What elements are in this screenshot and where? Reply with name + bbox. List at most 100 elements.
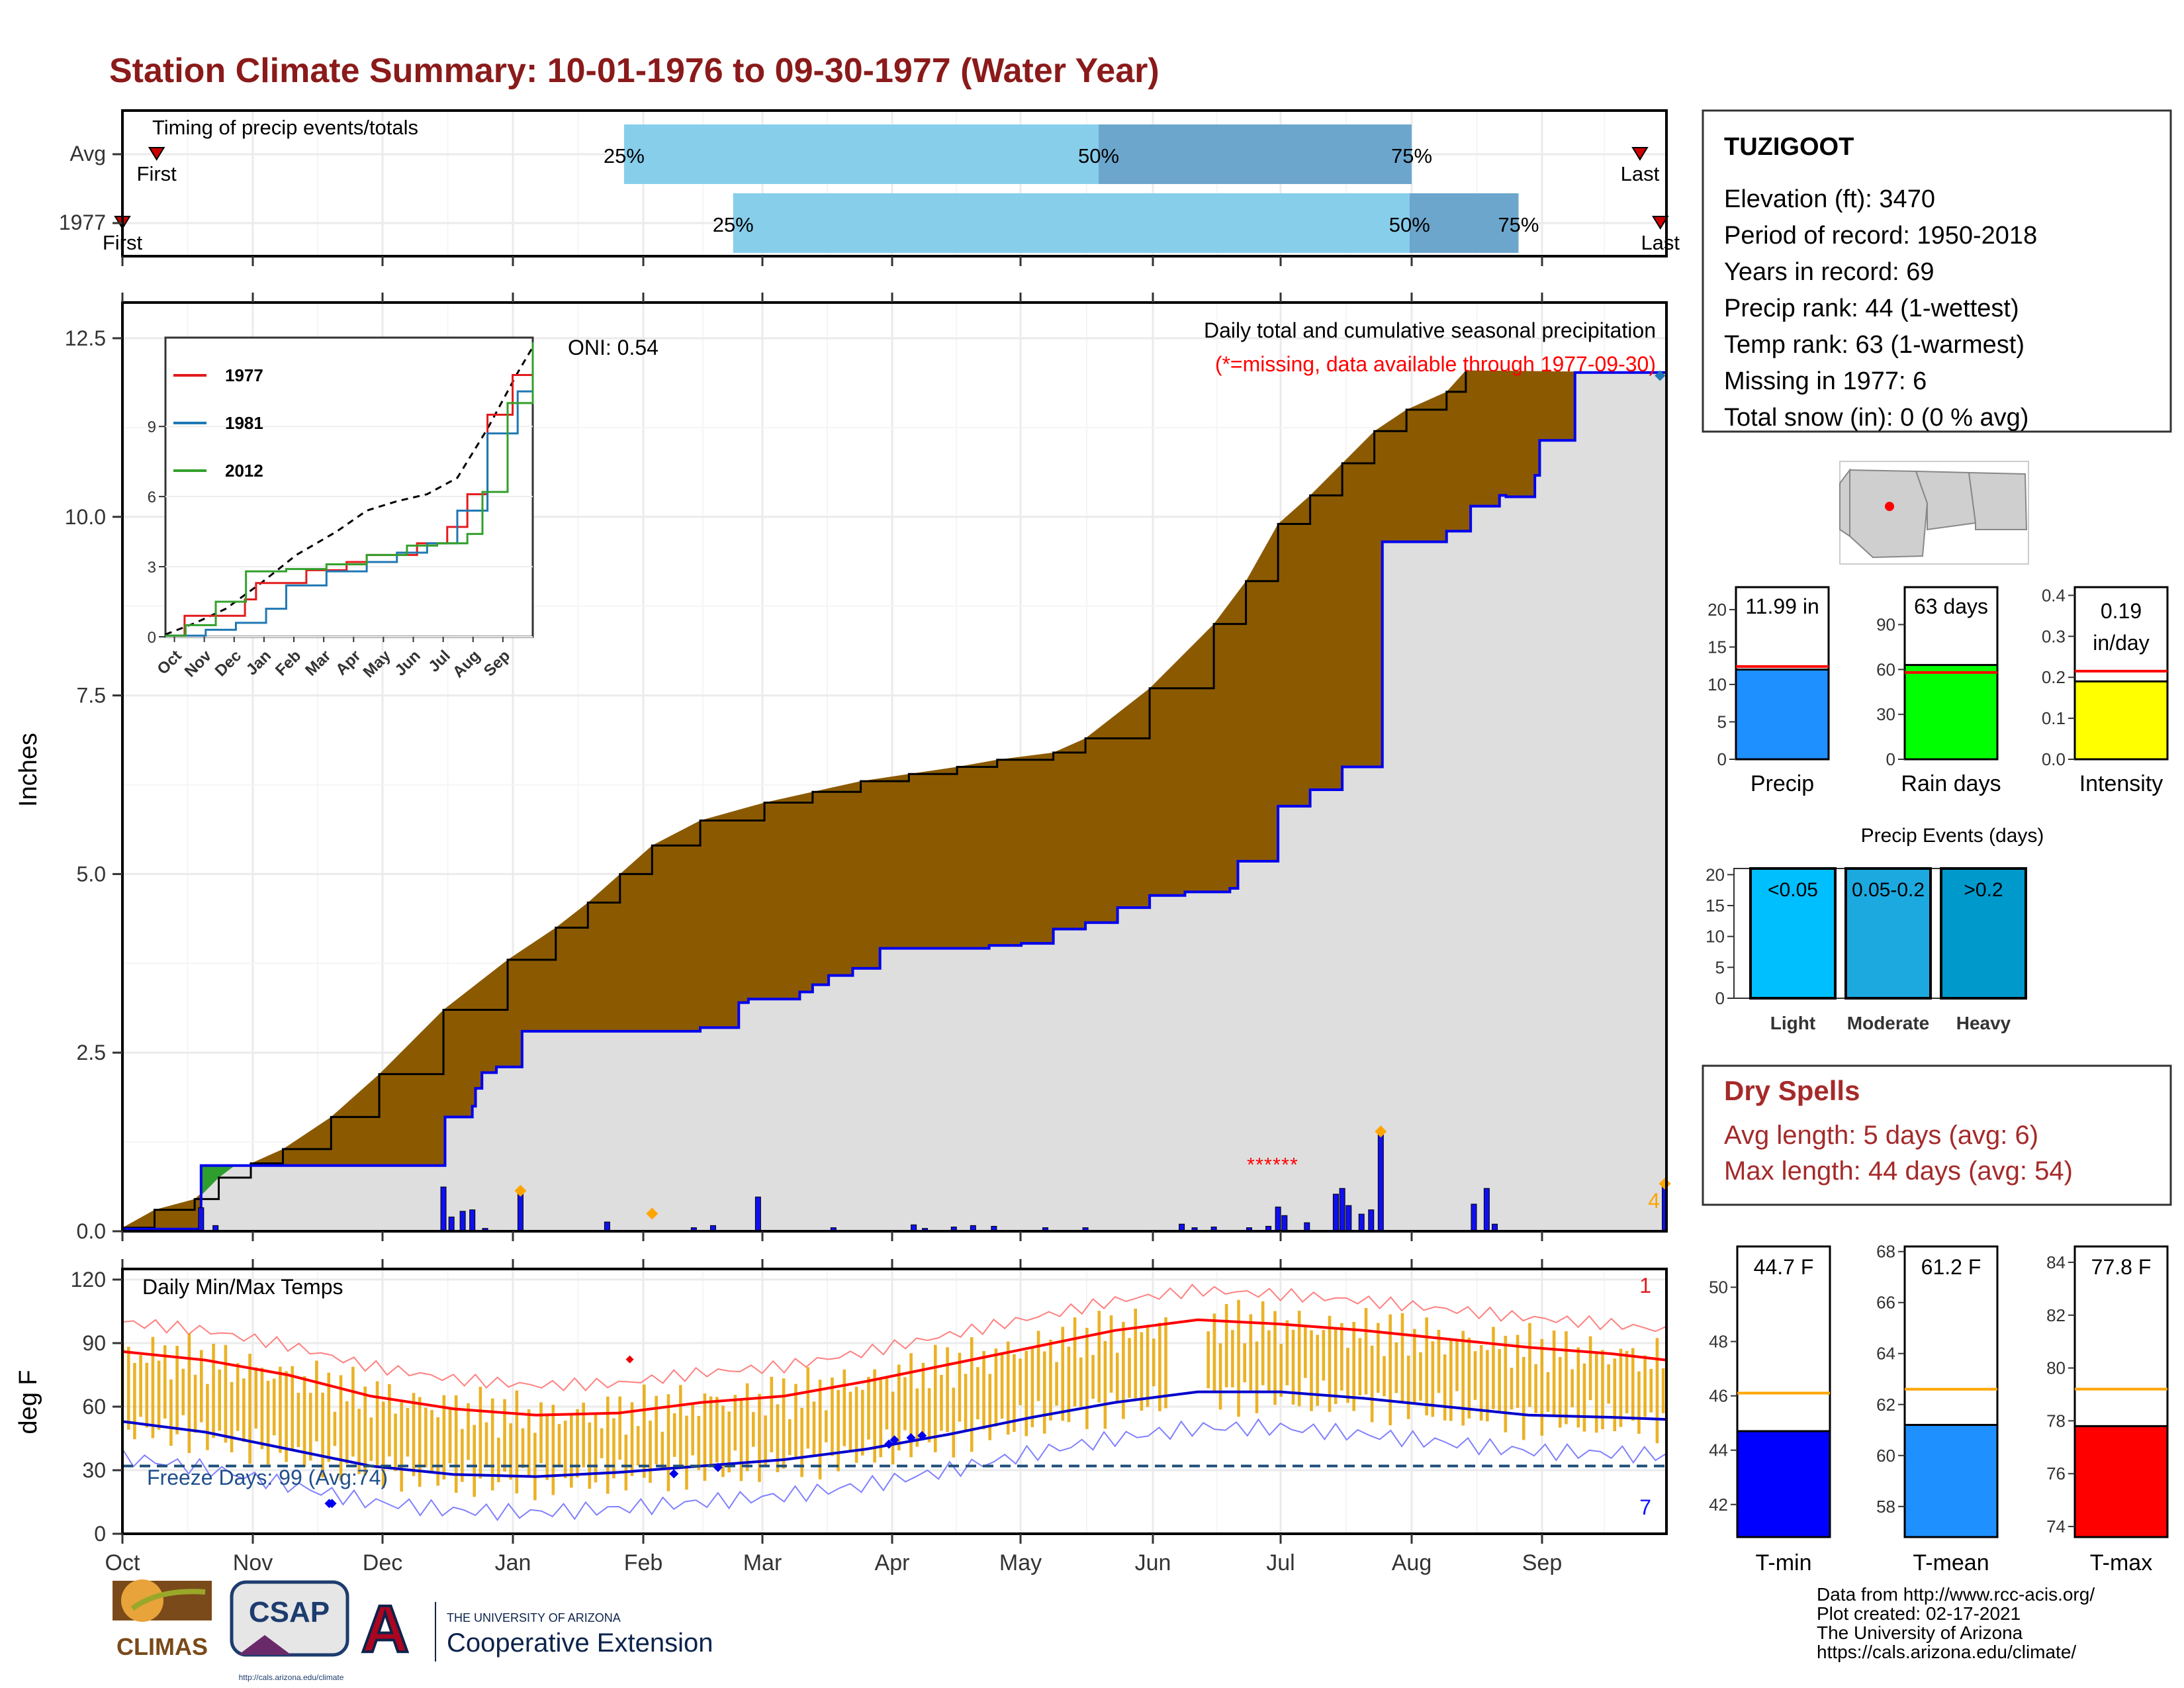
daily-temp-range-bar: [1552, 1331, 1556, 1415]
daily-temp-range-bar: [1128, 1338, 1131, 1398]
daily-temp-range-bar: [1079, 1357, 1083, 1407]
record-high-marker: [625, 1355, 634, 1364]
daily-temp-range-bar: [860, 1389, 864, 1456]
daily-temp-range-bar: [467, 1403, 470, 1460]
summary-bar-Precip: [1735, 668, 1830, 761]
record-low-marker: [669, 1469, 679, 1479]
daily-temp-range-bar: [867, 1376, 870, 1440]
daily-temp-range-bar: [1352, 1321, 1355, 1411]
temp-y-axis-label: deg F: [15, 1370, 42, 1434]
temp-y-tick: 30: [82, 1458, 106, 1482]
inset-y-tick: 6: [148, 489, 156, 506]
daily-precip-bar: [1471, 1203, 1477, 1232]
summary-y-tick: 5: [1717, 712, 1727, 731]
summary-temp-bar-T-mean: [1903, 1424, 1999, 1538]
daily-temp-range-bar: [1565, 1331, 1568, 1425]
daily-temp-range-bar: [521, 1428, 525, 1468]
chart-title: Station Climate Summary: 10-01-1976 to 0…: [109, 52, 1160, 90]
freeze-days-label: Freeze Days: 99 (Avg:74): [147, 1466, 388, 1489]
daily-temp-range-bar: [636, 1426, 640, 1466]
daily-temp-range-bar: [509, 1423, 512, 1480]
daily-temp-range-bar: [527, 1409, 531, 1477]
daily-temp-range-bar: [308, 1393, 312, 1461]
daily-temp-range-bar: [854, 1386, 858, 1463]
daily-precip-bar: [1281, 1215, 1288, 1232]
daily-temp-range-bar: [1255, 1341, 1259, 1413]
dry-spells-title: Dry Spells: [1724, 1075, 1860, 1106]
daily-temp-range-bar: [1467, 1337, 1471, 1419]
daily-temp-range-bar: [666, 1394, 670, 1491]
university-of-arizona-logo: A THE UNIVERSITY OF ARIZONA Cooperative …: [360, 1591, 713, 1667]
timing-label-1977-25: 25%: [713, 213, 754, 236]
daily-temp-range-bar: [473, 1425, 476, 1497]
daily-temp-range-bar: [1231, 1330, 1234, 1387]
daily-temp-range-bar: [285, 1371, 288, 1462]
summary-y-tick: 20: [1707, 600, 1727, 620]
daily-temp-range-bar: [503, 1399, 506, 1472]
record-high-count: 1: [1639, 1274, 1651, 1297]
daily-temp-range-bar: [600, 1428, 604, 1458]
temp-y-tick: 60: [82, 1395, 106, 1419]
ua-line2: Cooperative Extension: [447, 1628, 713, 1658]
events-category-Light: Light: [1770, 1013, 1815, 1033]
daily-temp-range-bar: [1267, 1330, 1271, 1393]
daily-temp-range-bar: [624, 1434, 628, 1491]
daily-temp-range-bar: [369, 1417, 373, 1461]
footer-line-4: https://cals.arizona.edu/climate/: [1817, 1642, 2076, 1662]
daily-temp-range-bar: [1540, 1338, 1544, 1436]
daily-precip-bar: [1368, 1209, 1375, 1232]
summary-temp-y-tick: 42: [1709, 1495, 1728, 1515]
csap-wordmark: CSAP: [249, 1596, 330, 1628]
daily-temp-range-bar: [363, 1386, 367, 1476]
timing-label-Avg-75: 75%: [1391, 144, 1432, 167]
daily-temp-range-bar: [381, 1401, 385, 1489]
daily-temp-range-bar: [672, 1413, 676, 1457]
inset-series-2012: [165, 342, 534, 637]
daily-temp-range-bar: [302, 1376, 306, 1468]
timing-bar-1977-q25-q50: [733, 193, 1410, 253]
daily-temp-range-bar: [1237, 1299, 1240, 1417]
daily-temp-range-bar: [1455, 1339, 1459, 1391]
missing-day-marker: *: [1255, 1154, 1263, 1176]
daily-temp-range-bar: [1249, 1314, 1253, 1391]
daily-temp-range-bar: [1492, 1327, 1495, 1409]
daily-temp-range-bar: [333, 1411, 337, 1446]
daily-temp-range-bar: [818, 1380, 822, 1479]
info-years: Years in record: 69: [1724, 258, 1934, 286]
inset-legend-label-1981: 1981: [225, 413, 263, 433]
summary-value-label-Precip: 11.99 in: [1745, 594, 1819, 618]
record-low-line: [122, 1418, 1667, 1521]
timing-row-avg-label: Avg: [69, 142, 106, 165]
daily-temp-range-bar: [187, 1333, 191, 1454]
summary-y-tick: 60: [1876, 659, 1895, 679]
daily-temp-range-bar: [1449, 1339, 1453, 1421]
precip-y-tick: 0.0: [77, 1219, 106, 1243]
summary-y-tick: 0.3: [2042, 626, 2066, 646]
daily-temp-range-bar: [879, 1380, 883, 1458]
dry-spells-avg: Avg length: 5 days (avg: 6): [1724, 1121, 2038, 1150]
daily-temp-range-bar: [1534, 1364, 1537, 1413]
record-low-marker: [884, 1439, 894, 1449]
daily-temp-range-bar: [594, 1413, 598, 1483]
record-low-marker: [906, 1433, 916, 1442]
daily-temp-range-bar: [133, 1362, 136, 1440]
temp-month-label: Jan: [495, 1550, 531, 1575]
daily-temp-range-bar: [1522, 1356, 1525, 1440]
daily-temp-range-bar: [1461, 1331, 1465, 1426]
daily-temp-range-bar: [770, 1376, 774, 1452]
daily-temp-range-bar: [218, 1369, 222, 1431]
daily-temp-range-bar: [545, 1414, 549, 1480]
daily-temp-range-bar: [1273, 1311, 1277, 1405]
summary-temp-y-tick: 46: [1709, 1386, 1728, 1406]
daily-temp-range-bar: [1546, 1372, 1550, 1412]
daily-temp-range-bar: [764, 1415, 767, 1466]
daily-temp-range-bar: [1364, 1308, 1368, 1395]
daily-temp-range-bar: [1528, 1323, 1531, 1407]
events-bar-label-Moderate: 0.05-0.2: [1852, 879, 1925, 901]
daily-temp-range-bar: [163, 1345, 167, 1419]
daily-temp-range-bar: [279, 1366, 282, 1453]
daily-temp-range-bar: [1613, 1358, 1617, 1432]
daily-temp-range-bar: [242, 1378, 246, 1442]
inset-legend-label-2012: 2012: [225, 461, 263, 481]
daily-temp-range-bar: [1049, 1339, 1052, 1421]
